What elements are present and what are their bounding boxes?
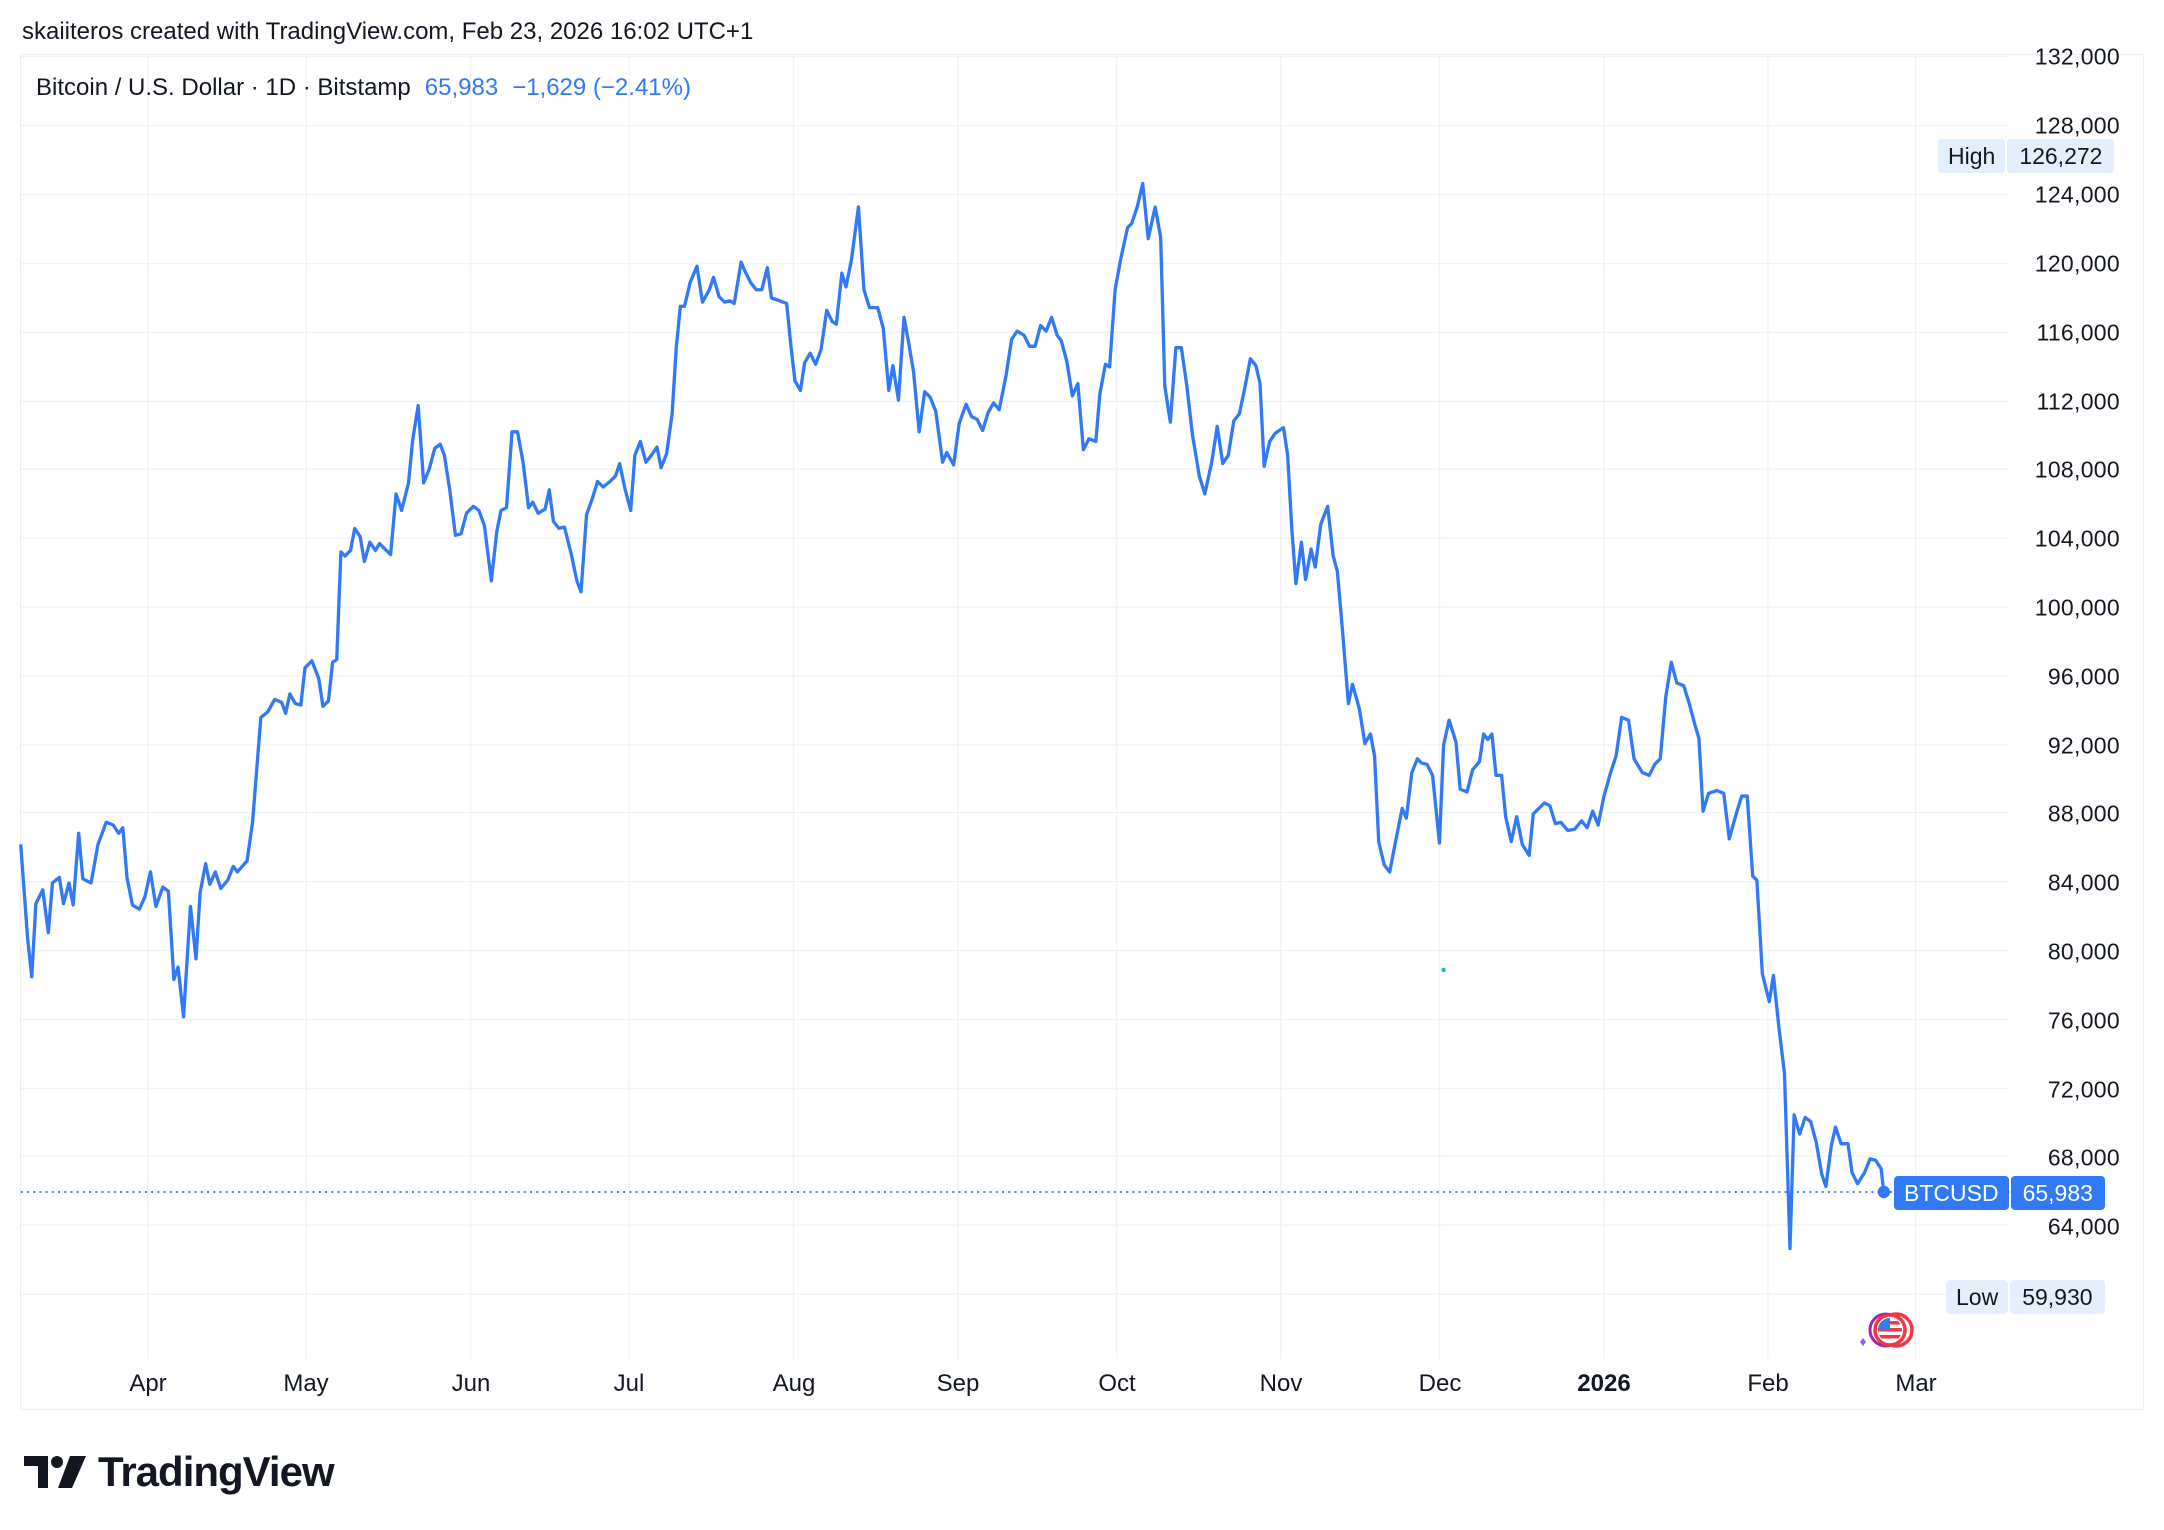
x-tick: Jul [613, 1370, 645, 1397]
x-tick: Mar [1895, 1370, 1937, 1397]
us-flag-icon [1878, 1318, 1902, 1342]
low-label: Low [1946, 1280, 2009, 1314]
y-tick: 64,000 [2047, 1213, 2120, 1240]
y-tick: 112,000 [2036, 388, 2120, 415]
x-tick: Feb [1747, 1370, 1789, 1397]
high-value: 126,272 [2007, 139, 2115, 173]
x-tick: Dec [1418, 1370, 1462, 1397]
high-label: High [1938, 139, 2006, 173]
chart-frame [20, 54, 2144, 1410]
symbol-title: Bitcoin / U.S. Dollar · 1D · Bitstamp [36, 74, 411, 101]
y-tick: 88,000 [2047, 800, 2120, 827]
current-price-tag: BTCUSD 65,983 [1894, 1176, 2105, 1210]
x-tick: Aug [772, 1370, 816, 1397]
x-tick-year: 2026 [1577, 1370, 1631, 1397]
y-tick: 80,000 [2047, 938, 2120, 965]
x-tick: Jun [451, 1370, 491, 1397]
x-tick: Sep [936, 1370, 980, 1397]
y-tick: 128,000 [2034, 112, 2120, 139]
last-price-value: 65,983 [424, 74, 499, 101]
x-tick: Nov [1259, 1370, 1303, 1397]
y-tick: 104,000 [2034, 525, 2120, 552]
y-tick: 76,000 [2047, 1007, 2120, 1034]
logo-wordmark: TradingView [98, 1448, 335, 1495]
sparkle-icon [1860, 1338, 1866, 1346]
marker-dot [1441, 967, 1446, 973]
y-tick: 92,000 [2047, 732, 2120, 759]
tradingview-logo[interactable]: TradingView [24, 1448, 335, 1496]
y-tick: 96,000 [2047, 663, 2120, 690]
current-symbol-label: BTCUSD [1894, 1176, 2009, 1210]
symbol-legend[interactable]: Bitcoin / U.S. Dollar · 1D · Bitstamp 65… [36, 74, 691, 102]
high-price-tag: High 126,272 [1938, 139, 2115, 173]
economic-event-icon[interactable] [1852, 1305, 1932, 1355]
last-price-dot [1877, 1185, 1891, 1199]
x-tick: May [283, 1370, 329, 1397]
y-tick: 68,000 [2047, 1144, 2120, 1171]
tradingview-logo-icon [24, 1456, 86, 1488]
price-change: −1,629 (−2.41%) [512, 74, 691, 101]
x-tick: Oct [1098, 1370, 1136, 1397]
y-tick: 100,000 [2034, 594, 2120, 621]
low-value: 59,930 [2010, 1280, 2105, 1314]
grid-lines [20, 55, 2010, 1359]
y-tick: 84,000 [2047, 869, 2120, 896]
x-tick: Apr [129, 1370, 167, 1397]
low-price-tag: Low 59,930 [1946, 1280, 2105, 1314]
y-tick: 108,000 [2034, 456, 2120, 483]
y-tick: 124,000 [2034, 181, 2120, 208]
y-tick: 72,000 [2047, 1076, 2120, 1103]
btcusd-price-line [19, 181, 1886, 1251]
chart-credit: skaiiteros created with TradingView.com,… [22, 18, 754, 45]
y-tick: 120,000 [2034, 250, 2120, 277]
y-tick: 132,000 [2034, 43, 2120, 70]
current-price-value: 65,983 [2010, 1176, 2105, 1210]
y-tick: 116,000 [2036, 319, 2120, 346]
